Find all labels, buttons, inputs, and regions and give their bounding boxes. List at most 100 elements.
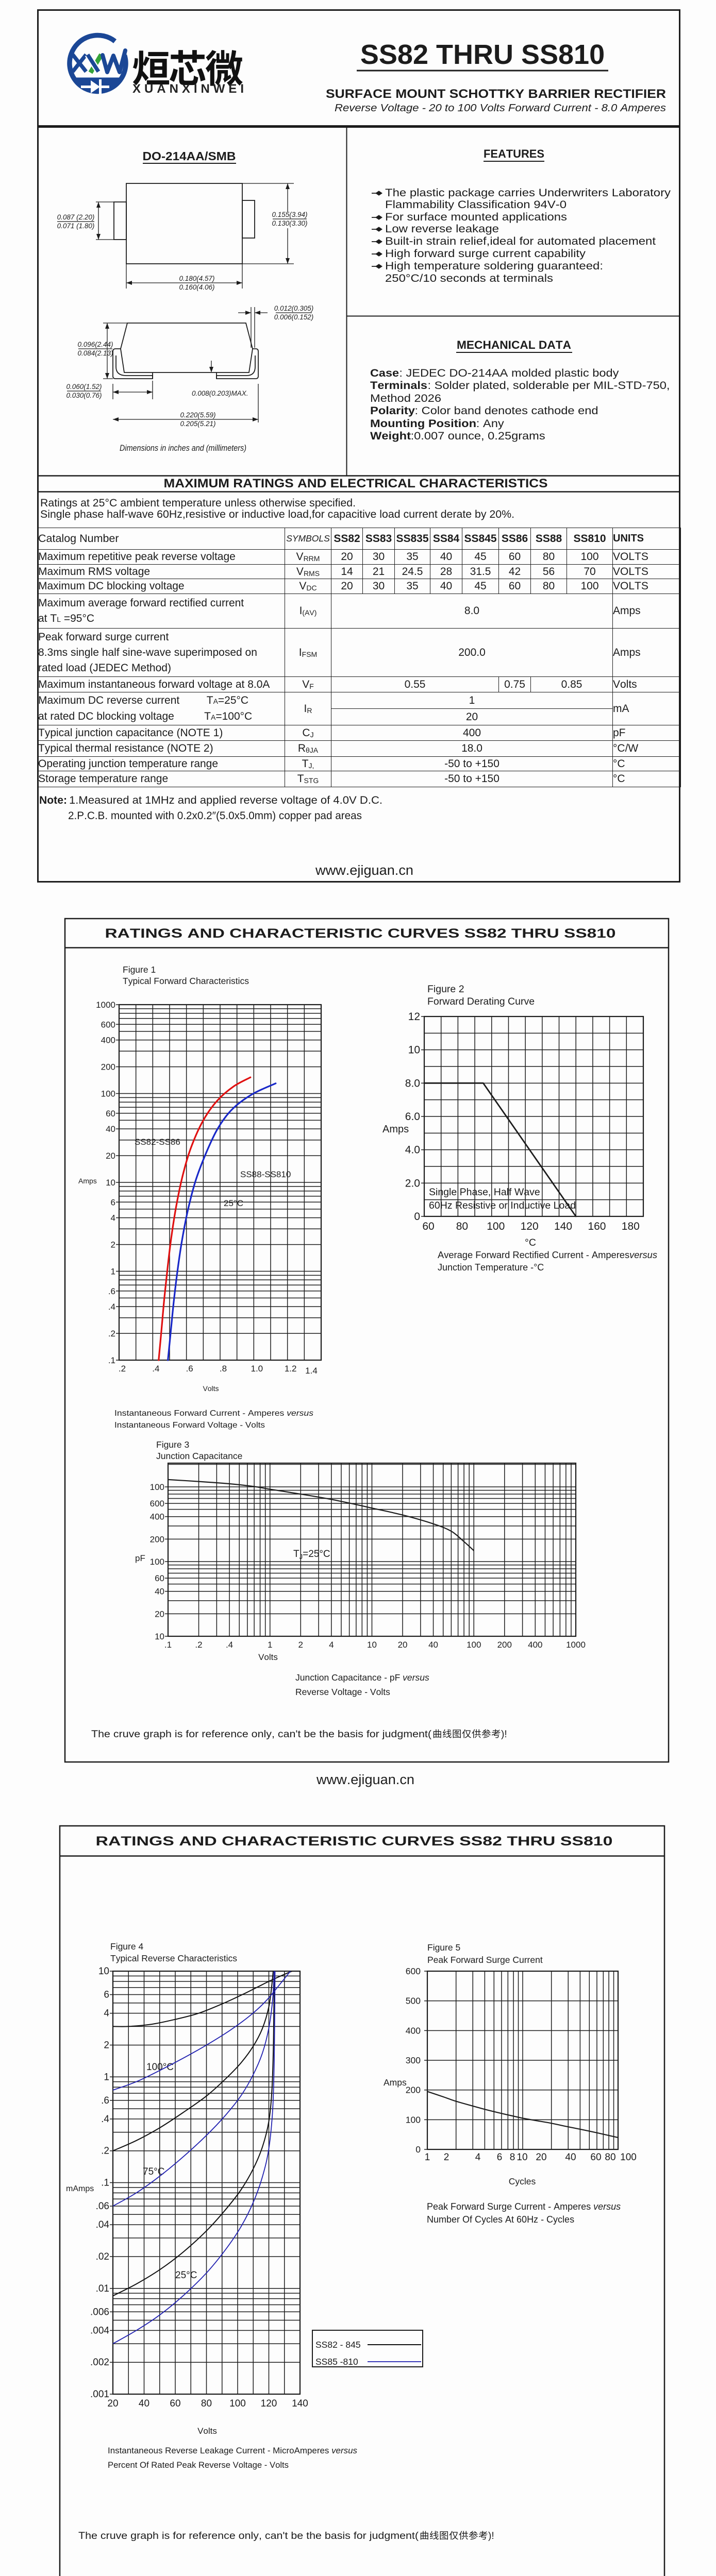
svg-text:.002: .002 (90, 2357, 109, 2368)
svg-text:.2: .2 (195, 1640, 202, 1650)
svg-text:0: 0 (415, 2144, 421, 2155)
svg-text:25°C: 25°C (175, 2270, 197, 2281)
svg-text:20: 20 (107, 2398, 118, 2409)
svg-text:Instantaneous Reverse Leakage: Instantaneous Reverse Leakage Current - … (108, 2446, 357, 2455)
svg-text:Junction Capacitance - pF vers: Junction Capacitance - pF versus (295, 1672, 429, 1683)
svg-text:0.205(5.21): 0.205(5.21) (180, 420, 215, 428)
svg-text:100: 100 (467, 1640, 481, 1650)
svg-text:200: 200 (497, 1640, 512, 1650)
svg-text:XUANXINWEI: XUANXINWEI (132, 82, 244, 96)
svg-text:1: 1 (111, 1267, 115, 1277)
svg-text:100: 100 (620, 2152, 637, 2163)
svg-text:0.084(2.13): 0.084(2.13) (77, 349, 113, 357)
svg-text:6: 6 (111, 1197, 115, 1207)
svg-text:100: 100 (150, 1557, 164, 1567)
svg-text:300: 300 (406, 2055, 421, 2065)
svg-text:: Solder plated, solderable pe: : Solder plated, solderable per MIL-STD-… (427, 380, 670, 392)
svg-text:200: 200 (150, 1534, 164, 1544)
svg-text:600: 600 (150, 1499, 164, 1509)
svg-text:pF: pF (135, 1553, 145, 1563)
svg-text:10: 10 (155, 1632, 164, 1641)
svg-text:.4: .4 (101, 2114, 109, 2125)
svg-text:Single Phase, Half Wave: Single Phase, Half Wave (429, 1187, 540, 1198)
svg-text:2: 2 (298, 1640, 303, 1650)
svg-text:180: 180 (622, 1221, 640, 1232)
svg-text:100: 100 (150, 1482, 164, 1492)
svg-text:SURFACE MOUNT SCHOTTKY BARRIER: SURFACE MOUNT SCHOTTKY BARRIER RECTIFIER (326, 87, 666, 101)
svg-text:100: 100 (101, 1089, 115, 1099)
svg-text:Amps: Amps (78, 1177, 97, 1185)
svg-text:0.096(2.44): 0.096(2.44) (77, 341, 113, 348)
svg-text:25°C: 25°C (224, 1198, 243, 1208)
svg-text:Ratings at 25°C ambient temper: Ratings at 25°C ambient temperature unle… (40, 497, 356, 509)
svg-text:100: 100 (229, 2398, 246, 2409)
svg-text:Polarity: Polarity (370, 405, 415, 417)
svg-text:.2: .2 (101, 2146, 109, 2157)
svg-text:Junction Temperature -°C: Junction Temperature -°C (438, 1262, 544, 1273)
svg-text:2: 2 (444, 2152, 449, 2163)
svg-text:.01: .01 (96, 2283, 109, 2294)
svg-text:500: 500 (406, 1996, 421, 2006)
svg-text:Percent Of Rated Peak Reverse: Percent Of Rated Peak Reverse Voltage - … (108, 2461, 289, 2470)
svg-text:4: 4 (111, 1213, 115, 1223)
svg-text:Figure 2: Figure 2 (427, 984, 464, 995)
svg-text:1: 1 (425, 2152, 430, 2163)
svg-text:°C: °C (525, 1237, 536, 1248)
svg-text:100: 100 (406, 2114, 421, 2125)
svg-text:Instantaneous Forward Current: Instantaneous Forward Current - Amperes … (114, 1409, 313, 1418)
svg-text:2: 2 (111, 1240, 115, 1250)
svg-text:12: 12 (408, 1011, 420, 1023)
svg-text:20: 20 (536, 2152, 546, 2163)
svg-text:120: 120 (521, 1221, 539, 1232)
svg-text:Instantaneous Forward Voltage: Instantaneous Forward Voltage - Volts (114, 1421, 265, 1430)
svg-text:1.0: 1.0 (251, 1364, 263, 1374)
svg-text:MAXIMUM RATINGS AND ELECTRICAL: MAXIMUM RATINGS AND ELECTRICAL CHARACTER… (164, 477, 548, 490)
svg-text:80: 80 (201, 2398, 212, 2409)
svg-text:20: 20 (155, 1609, 164, 1619)
svg-text:10: 10 (106, 1178, 115, 1188)
svg-text:20: 20 (106, 1151, 115, 1161)
svg-text:6.0: 6.0 (405, 1111, 420, 1123)
svg-text:140: 140 (292, 2398, 308, 2409)
svg-text:400: 400 (150, 1512, 164, 1522)
svg-text:0.160(4.06): 0.160(4.06) (179, 283, 214, 291)
svg-text::0.007 ounce, 0.25grams: :0.007 ounce, 0.25grams (411, 430, 545, 442)
svg-text:1: 1 (268, 1640, 272, 1650)
svg-text:High temperature soldering gua: High temperature soldering guaranteed: (385, 260, 603, 272)
svg-text:Low reverse leakage: Low reverse leakage (385, 223, 499, 235)
svg-text:MECHANICAL DATA: MECHANICAL DATA (457, 338, 571, 351)
svg-text:Amps: Amps (384, 2077, 407, 2088)
svg-text:0.012(0.305): 0.012(0.305) (274, 304, 314, 312)
svg-text:6: 6 (104, 1990, 109, 2001)
svg-text:Junction Capacitance: Junction Capacitance (156, 1451, 242, 1461)
svg-text:2.0: 2.0 (405, 1177, 420, 1189)
svg-text:160: 160 (588, 1221, 606, 1232)
svg-text:FEATURES: FEATURES (484, 147, 544, 160)
svg-text:1.4: 1.4 (305, 1366, 318, 1376)
svg-text:40: 40 (155, 1587, 164, 1597)
svg-text:Number Of Cycles At 60Hz - Cyc: Number Of Cycles At 60Hz - Cycles (427, 2214, 574, 2225)
svg-text:600: 600 (406, 1966, 421, 1976)
svg-text:The cruve graph is for referen: The cruve graph is for reference only, c… (91, 1729, 432, 1740)
svg-text:mAmps: mAmps (66, 2184, 94, 2193)
svg-text:400: 400 (528, 1640, 542, 1650)
svg-text:.2: .2 (108, 1329, 115, 1338)
svg-text:80: 80 (605, 2152, 615, 2163)
svg-text:0.130(3.30): 0.130(3.30) (272, 219, 307, 227)
svg-text:200: 200 (101, 1062, 115, 1072)
svg-text:SS85 -810: SS85 -810 (315, 2357, 358, 2367)
svg-text:Cycles: Cycles (509, 2176, 536, 2187)
svg-text:Forward Derating Curve: Forward Derating Curve (427, 996, 535, 1007)
svg-text:Peak Forward Surge Current - A: Peak Forward Surge Current - Amperes ver… (427, 2201, 621, 2212)
svg-text:.06: .06 (96, 2201, 109, 2212)
svg-text:Note:: Note: (39, 794, 67, 806)
svg-text:10: 10 (408, 1044, 420, 1056)
svg-text:0.030(0.76): 0.030(0.76) (66, 392, 102, 399)
svg-text:Flammability Classification 94: Flammability Classification 94V-0 (385, 199, 567, 211)
svg-text:Case: Case (370, 367, 399, 379)
svg-text:Average Forward Rectified Curr: Average Forward Rectified Current - Ampe… (438, 1250, 657, 1260)
svg-text:60Hz Resistive or Inductive Lo: 60Hz Resistive or Inductive Load (429, 1200, 576, 1211)
svg-text:Figure 5: Figure 5 (427, 1942, 460, 1953)
svg-text:SS82 - 845: SS82 - 845 (315, 2340, 361, 2350)
svg-text:40: 40 (565, 2152, 576, 2163)
